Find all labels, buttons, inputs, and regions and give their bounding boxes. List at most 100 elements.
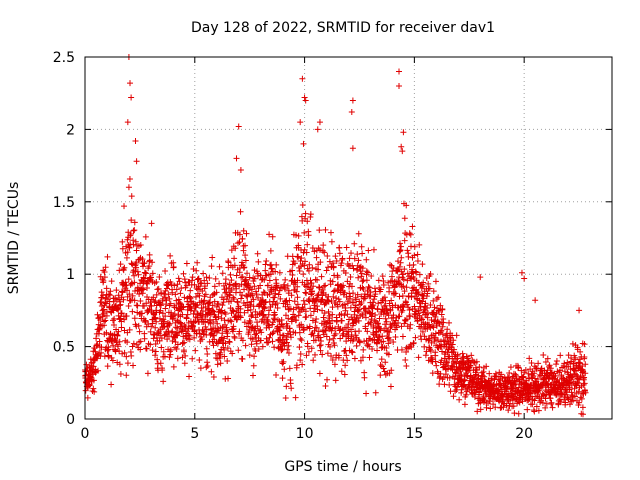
data-point: [392, 334, 399, 341]
data-point: [332, 330, 339, 337]
x-axis-label: GPS time / hours: [284, 459, 401, 475]
data-point: [115, 343, 122, 350]
data-point: [549, 404, 556, 411]
data-point: [331, 332, 338, 339]
data-point: [116, 348, 123, 355]
data-point: [137, 298, 144, 305]
data-point: [90, 385, 97, 392]
data-point: [174, 341, 181, 348]
data-point: [394, 267, 401, 274]
data-point: [103, 300, 110, 307]
data-point: [176, 329, 183, 336]
data-point: [380, 365, 387, 372]
data-point: [437, 370, 444, 377]
data-point: [433, 362, 440, 369]
data-point: [424, 304, 431, 311]
data-point: [468, 352, 475, 359]
data-point: [261, 304, 268, 311]
data-point: [435, 294, 442, 301]
data-point: [341, 301, 348, 308]
data-point: [486, 398, 493, 405]
data-point: [305, 267, 312, 274]
data-point: [219, 330, 226, 337]
data-point: [161, 323, 168, 330]
data-point: [577, 348, 584, 355]
data-point: [239, 235, 246, 242]
data-point: [388, 297, 395, 304]
data-point: [341, 312, 348, 319]
data-point: [363, 277, 370, 284]
data-point: [257, 282, 264, 289]
data-point: [401, 288, 408, 295]
data-point: [276, 337, 283, 344]
data-point: [436, 308, 443, 315]
data-point: [83, 361, 90, 368]
data-point: [321, 249, 328, 256]
data-point: [147, 274, 154, 281]
data-point: [165, 333, 172, 340]
data-point: [329, 278, 336, 285]
data-point: [128, 352, 135, 359]
data-point: [571, 385, 578, 392]
data-point: [259, 343, 266, 350]
data-point: [236, 328, 243, 335]
data-point: [219, 302, 226, 309]
data-point: [287, 334, 294, 341]
data-point: [123, 287, 130, 294]
data-point: [311, 248, 318, 255]
data-point: [226, 338, 233, 345]
data-point: [216, 263, 223, 270]
data-point: [117, 371, 124, 378]
data-point: [535, 407, 542, 414]
data-point: [533, 364, 540, 371]
data-point: [308, 345, 315, 352]
data-point: [151, 315, 158, 322]
data-point: [474, 408, 481, 415]
data-point: [562, 399, 569, 406]
data-point: [317, 347, 324, 354]
data-point: [172, 291, 179, 298]
data-point: [398, 254, 405, 261]
data-point: [302, 97, 309, 104]
data-point: [358, 273, 365, 280]
data-point: [174, 355, 181, 362]
data-point: [248, 313, 255, 320]
data-point: [204, 363, 211, 370]
data-point: [554, 376, 561, 383]
data-point: [134, 268, 141, 275]
data-point: [179, 354, 186, 361]
data-point: [104, 363, 111, 370]
data-point: [318, 337, 325, 344]
data-point: [419, 298, 426, 305]
data-point: [360, 286, 367, 293]
data-point: [100, 310, 107, 317]
data-point: [421, 323, 428, 330]
data-point: [349, 262, 356, 269]
data-point: [387, 383, 394, 390]
data-point: [461, 401, 468, 408]
data-point: [107, 288, 114, 295]
data-point: [339, 332, 346, 339]
data-point: [316, 119, 323, 126]
data-point: [309, 290, 316, 297]
data-point: [515, 410, 522, 417]
data-point: [150, 294, 157, 301]
plot-frame: [84, 56, 613, 420]
data-point: [142, 317, 149, 324]
data-point: [207, 311, 214, 318]
data-point: [492, 404, 499, 411]
data-point: [321, 310, 328, 317]
data-point: [198, 280, 205, 287]
data-point: [282, 298, 289, 305]
data-point: [121, 203, 128, 210]
data-point: [118, 288, 125, 295]
data-point: [411, 252, 418, 259]
data-point: [444, 326, 451, 333]
data-point: [294, 294, 301, 301]
data-point: [432, 313, 439, 320]
data-point: [336, 298, 343, 305]
data-point: [184, 311, 191, 318]
data-point: [569, 340, 576, 347]
data-point: [437, 302, 444, 309]
data-point: [306, 261, 313, 268]
